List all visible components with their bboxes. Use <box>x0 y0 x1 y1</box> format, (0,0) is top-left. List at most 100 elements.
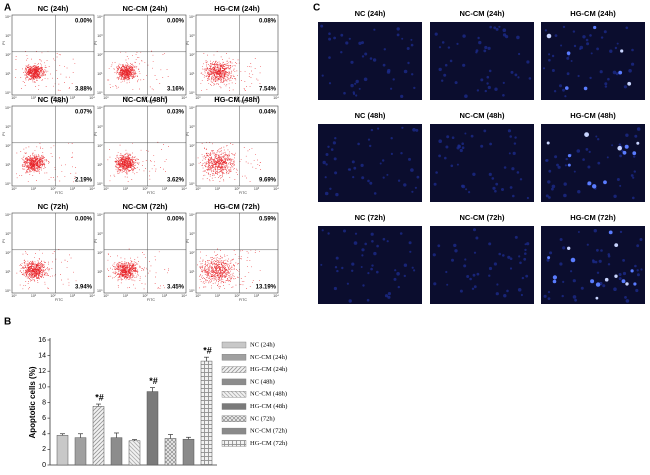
nucleus <box>630 174 634 177</box>
nucleus <box>399 232 403 235</box>
nucleus <box>382 159 385 162</box>
y-axis-label: PI <box>186 41 190 44</box>
nucleus <box>598 259 602 263</box>
apoptotic-nucleus <box>627 81 632 86</box>
nucleus <box>488 266 493 271</box>
nucleus <box>633 155 636 158</box>
image-title: NC (24h) <box>355 9 386 18</box>
nucleus <box>502 33 507 37</box>
nucleus <box>352 176 355 179</box>
nucleus <box>321 74 324 77</box>
nucleus <box>502 254 505 257</box>
nucleus <box>615 72 619 76</box>
quadrant-percent: 3.88% <box>75 87 93 93</box>
nucleus <box>386 173 389 176</box>
plot-title: NC (72h) <box>38 202 69 211</box>
nucleus <box>548 53 551 56</box>
nucleus <box>519 178 523 181</box>
nucleus <box>444 156 447 160</box>
apoptotic-nucleus <box>603 180 607 185</box>
nucleus <box>334 171 338 175</box>
bar <box>74 437 87 466</box>
nucleus <box>564 95 567 98</box>
nucleus <box>594 260 598 264</box>
nucleus <box>559 262 563 266</box>
nucleus <box>632 196 635 200</box>
nucleus <box>475 49 479 52</box>
nucleus <box>570 270 573 273</box>
nucleus <box>604 85 608 88</box>
nucleus <box>572 295 577 299</box>
nucleus <box>466 275 470 278</box>
nucleus <box>562 246 566 250</box>
nucleus <box>390 87 393 90</box>
axis-tick-label: 10² <box>234 294 240 298</box>
nucleus <box>433 282 437 286</box>
nucleus <box>480 144 484 148</box>
nucleus <box>346 282 349 285</box>
nucleus <box>512 151 516 155</box>
nucleus <box>390 137 393 140</box>
apoptotic-nucleus <box>622 150 627 155</box>
quadrant-percent: 0.03% <box>167 110 185 116</box>
nucleus <box>516 35 520 40</box>
nucleus <box>561 294 564 298</box>
nucleus <box>593 229 597 233</box>
quadrant-percent: 0.00% <box>75 19 93 25</box>
nucleus <box>547 180 551 184</box>
nucleus <box>574 298 577 302</box>
nucleus <box>433 182 437 186</box>
axis-tick-label: 10² <box>50 96 56 100</box>
legend-swatch <box>221 403 247 410</box>
nucleus <box>449 59 453 63</box>
nucleus <box>462 34 466 38</box>
nucleus <box>494 189 497 193</box>
axis-tick-label: 10⁰ <box>189 289 195 293</box>
nucleus <box>354 82 357 85</box>
image-background <box>541 124 645 202</box>
nucleus <box>606 156 609 159</box>
nucleus <box>636 269 639 272</box>
nucleus <box>551 54 555 58</box>
nucleus <box>565 157 568 161</box>
bar <box>110 437 123 466</box>
nucleus <box>456 163 459 166</box>
nucleus <box>370 267 373 271</box>
nucleus <box>563 193 567 198</box>
nucleus <box>625 299 630 303</box>
nucleus <box>473 285 477 289</box>
nucleus <box>461 142 465 145</box>
nucleus <box>503 166 507 169</box>
bar <box>56 435 69 466</box>
legend-swatch <box>221 378 247 386</box>
apoptotic-nucleus <box>592 184 597 189</box>
quadrant-percent: 3.16% <box>167 87 185 93</box>
image-title: NC-CM (48h) <box>460 111 505 120</box>
image-background <box>318 124 422 202</box>
nucleus <box>634 134 638 138</box>
nucleus <box>572 30 576 33</box>
nucleus <box>556 163 559 167</box>
nucleus <box>548 196 551 199</box>
significance-mark: *# <box>149 376 158 386</box>
nucleus <box>347 168 350 171</box>
nucleus <box>465 188 468 191</box>
nucleus <box>582 35 586 39</box>
nucleus <box>437 244 441 248</box>
quadrant-percent: 7.54% <box>259 87 277 93</box>
quadrant-percent: 0.04% <box>259 110 277 116</box>
nucleus <box>545 159 549 162</box>
nucleus <box>371 240 374 243</box>
apoptotic-nucleus <box>584 132 589 138</box>
apoptotic-nucleus <box>583 86 588 91</box>
nucleus <box>446 283 449 286</box>
nucleus <box>603 30 607 34</box>
axis-tick-label: 10³ <box>162 294 168 298</box>
nucleus <box>640 268 643 271</box>
nucleus <box>498 252 502 256</box>
nucleus <box>340 33 344 37</box>
axis-tick-label: 10² <box>50 294 56 298</box>
nucleus <box>387 295 391 299</box>
nucleus <box>495 182 499 186</box>
image-background <box>430 226 534 304</box>
